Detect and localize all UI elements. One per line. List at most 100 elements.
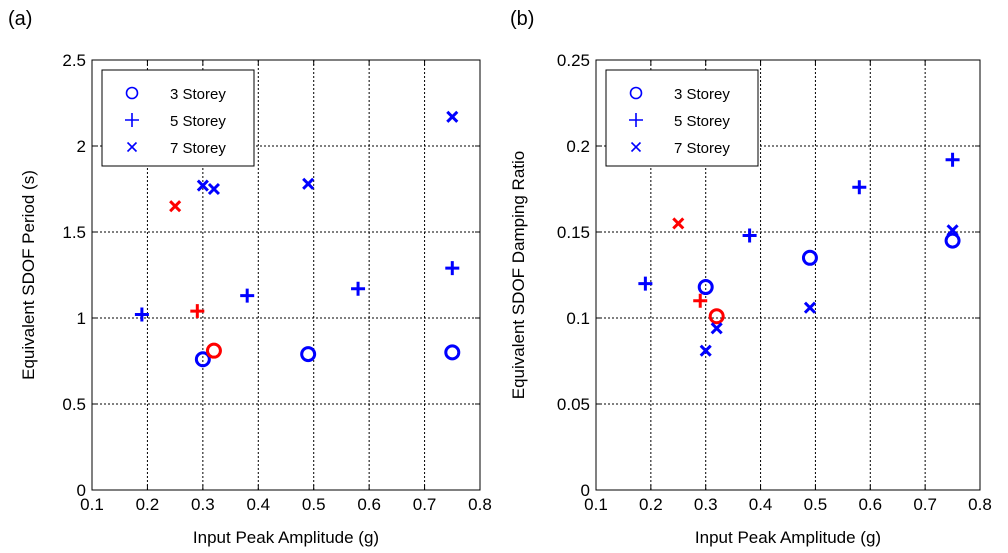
y-tick-label: 0 xyxy=(581,481,590,500)
legend-label: 7 Storey xyxy=(170,140,226,157)
data-point xyxy=(708,308,725,325)
legend-label: 3 Storey xyxy=(170,86,226,103)
legend: 3 Storey 5 Storey 7 Storey xyxy=(101,69,255,167)
plot-frame xyxy=(91,59,481,491)
legend-label: 5 Storey xyxy=(674,113,730,130)
data-point xyxy=(801,249,818,266)
x-tick-label: 0.6 xyxy=(858,495,882,514)
data-point xyxy=(351,281,366,296)
circle-marker xyxy=(801,249,818,266)
y-tick-label: 1 xyxy=(77,309,86,328)
data-point xyxy=(240,288,255,303)
data-point xyxy=(205,342,222,359)
cross-marker xyxy=(446,110,459,123)
circle-marker xyxy=(125,86,139,100)
x-tick-label: 0.2 xyxy=(639,495,663,514)
legend-box xyxy=(101,69,255,167)
plus-marker xyxy=(945,152,960,167)
y-tick-label: 0.1 xyxy=(566,309,590,328)
period-plot: 0.1 0.2 0.3 0.4 0.5 0.6 0.7 0.8 0 0.5 1 1.5 2 2.5 Inpu… xyxy=(19,51,492,547)
plus-marker xyxy=(693,293,708,308)
data-point xyxy=(190,304,205,319)
cross-marker xyxy=(946,224,959,237)
x-tick-label: 0.5 xyxy=(804,495,828,514)
cross-marker xyxy=(169,200,182,213)
x-tick-label: 0.5 xyxy=(302,495,326,514)
cross-marker xyxy=(672,217,685,230)
x-tick-label: 0.3 xyxy=(694,495,718,514)
x-tick-label: 0.2 xyxy=(136,495,160,514)
data-point xyxy=(803,301,817,314)
data-point xyxy=(697,279,714,296)
data-point xyxy=(946,224,959,237)
panel-a-label: (a) xyxy=(8,8,33,30)
cross-marker xyxy=(207,182,221,196)
plus-marker xyxy=(351,281,366,296)
data-point xyxy=(169,200,182,213)
plus-marker xyxy=(125,113,139,127)
legend-box xyxy=(605,69,759,167)
circle-marker xyxy=(194,351,211,368)
plot-frame xyxy=(595,59,981,491)
cross-marker xyxy=(302,177,315,190)
panel-b-label: (b) xyxy=(510,8,535,30)
x-tick-label: 0.7 xyxy=(413,495,437,514)
cross-marker xyxy=(196,179,209,192)
y-tick-label: 1.5 xyxy=(62,223,86,242)
y-axis-label: Equivalent SDOF Period (s) xyxy=(19,170,38,380)
data-point xyxy=(638,276,653,291)
x-tick-label: 0.3 xyxy=(191,495,215,514)
data-point xyxy=(207,182,221,196)
plus-marker xyxy=(742,228,757,243)
x-tick-label: 0.1 xyxy=(584,495,608,514)
data-point xyxy=(194,351,211,368)
y-tick-label: 0.2 xyxy=(566,137,590,156)
plus-marker xyxy=(134,307,149,322)
circle-marker xyxy=(944,232,961,249)
x-tick-label: 0.8 xyxy=(468,495,492,514)
data-point xyxy=(300,346,317,363)
x-axis-label: Input Peak Amplitude (g) xyxy=(193,528,379,547)
y-tick-label: 2.5 xyxy=(62,51,86,70)
x-tick-label: 0.6 xyxy=(357,495,381,514)
plus-marker xyxy=(852,180,867,195)
y-tick-label: 0.5 xyxy=(62,395,86,414)
cross-marker xyxy=(126,141,138,153)
y-tick-label: 2 xyxy=(77,137,86,156)
y-tick-label: 0.25 xyxy=(557,51,590,70)
x-tick-label: 0.8 xyxy=(968,495,992,514)
data-point xyxy=(699,344,712,357)
circle-marker xyxy=(697,279,714,296)
circle-marker xyxy=(300,346,317,363)
data-point xyxy=(445,261,460,276)
y-axis-label: Equivalent SDOF Damping Ratio xyxy=(509,151,528,400)
x-tick-label: 0.4 xyxy=(246,495,270,514)
x-tick-label: 0.7 xyxy=(913,495,937,514)
x-axis-label: Input Peak Amplitude (g) xyxy=(695,528,881,547)
data-point xyxy=(944,232,961,249)
cross-marker xyxy=(699,344,712,357)
data-point xyxy=(444,344,461,361)
plus-marker xyxy=(190,304,205,319)
cross-marker xyxy=(803,301,817,314)
cross-marker xyxy=(630,141,642,153)
plus-marker xyxy=(445,261,460,276)
data-point xyxy=(693,293,708,308)
data-point xyxy=(742,228,757,243)
plus-marker xyxy=(629,113,643,127)
circle-marker xyxy=(708,308,725,325)
circle-marker xyxy=(629,86,643,100)
y-tick-label: 0 xyxy=(77,481,86,500)
data-point xyxy=(945,152,960,167)
x-tick-label: 0.1 xyxy=(80,495,104,514)
data-point xyxy=(852,180,867,195)
damping-plot: 0.1 0.2 0.3 0.4 0.5 0.6 0.7 0.8 0 0.05 0.1 0.15 0.2 0… xyxy=(509,51,992,547)
cross-marker xyxy=(710,322,723,335)
circle-marker xyxy=(444,344,461,361)
plus-marker xyxy=(638,276,653,291)
plus-marker xyxy=(240,288,255,303)
data-point xyxy=(302,177,315,190)
y-tick-label: 0.05 xyxy=(557,395,590,414)
